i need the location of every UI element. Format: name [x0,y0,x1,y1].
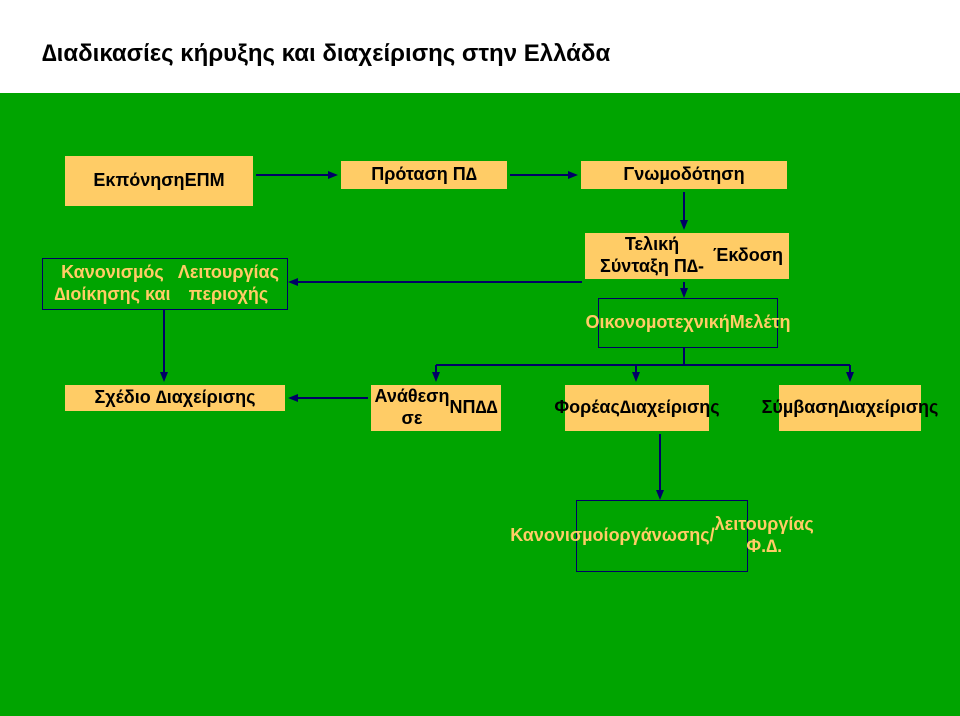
node-gnomod-label-line: Γνωµοδότηση [623,164,744,186]
node-foreas-label-line: ∆ιαχείρισης [620,397,720,419]
node-ekponisi-label-line: ΕΠΜ [185,170,225,192]
slide: ∆ιαδικασίες κήρυξης και διαχείρισης στην… [0,0,960,716]
node-symvasi-label-line: ∆ιαχείρισης [839,397,939,419]
node-sxedio-label-line: Σχέδιο ∆ιαχείρισης [95,387,256,409]
slide-title: ∆ιαδικασίες κήρυξης και διαχείρισης στην… [0,0,960,68]
node-teliki-label-line: Έκδοση [713,245,783,267]
node-kanonismos-label-line: Κανονισµός ∆ιοίκησης και [49,262,176,305]
title-band: ∆ιαδικασίες κήρυξης και διαχείρισης στην… [0,0,960,93]
node-kanonismoi: Κανονισµοίοργάνωσης/λειτουργίας Φ.∆. [576,500,748,572]
node-kanonismoi-label-line: οργάνωσης/ [609,525,715,547]
node-anathesi-label-line: ΝΠ∆∆ [449,397,497,419]
node-oikonomo-label-line: Οικονοµοτεχνική [586,312,730,334]
node-symvasi-label-line: Σύµβαση [762,397,839,419]
node-gnomod: Γνωµοδότηση [578,158,790,192]
node-teliki: Τελική Σύνταξη Π∆-Έκδοση [582,230,792,282]
node-anathesi-label-line: Ανάθεση σε [374,386,449,429]
node-oikonomo-label-line: Μελέτη [730,312,791,334]
node-foreas: Φορέας∆ιαχείρισης [562,382,712,434]
node-teliki-label-line: Τελική Σύνταξη Π∆- [591,234,713,277]
node-anathesi: Ανάθεση σεΝΠ∆∆ [368,382,504,434]
node-oikonomo: ΟικονοµοτεχνικήΜελέτη [598,298,778,348]
node-ekponisi: ΕκπόνησηΕΠΜ [62,153,256,209]
node-foreas-label-line: Φορέας [554,397,619,419]
node-ekponisi-label-line: Εκπόνηση [93,170,184,192]
node-kanonismoi-label-line: λειτουργίας Φ.∆. [715,514,814,557]
node-protasi-label-line: Πρόταση Π∆ [371,164,477,186]
node-symvasi: Σύµβαση∆ιαχείρισης [776,382,924,434]
node-protasi: Πρόταση Π∆ [338,158,510,192]
node-kanonismoi-label-line: Κανονισµοί [510,525,608,547]
node-kanonismos-label-line: Λειτουργίας περιοχής [176,262,281,305]
node-sxedio: Σχέδιο ∆ιαχείρισης [62,382,288,414]
node-kanonismos: Κανονισµός ∆ιοίκησης καιΛειτουργίας περι… [42,258,288,310]
